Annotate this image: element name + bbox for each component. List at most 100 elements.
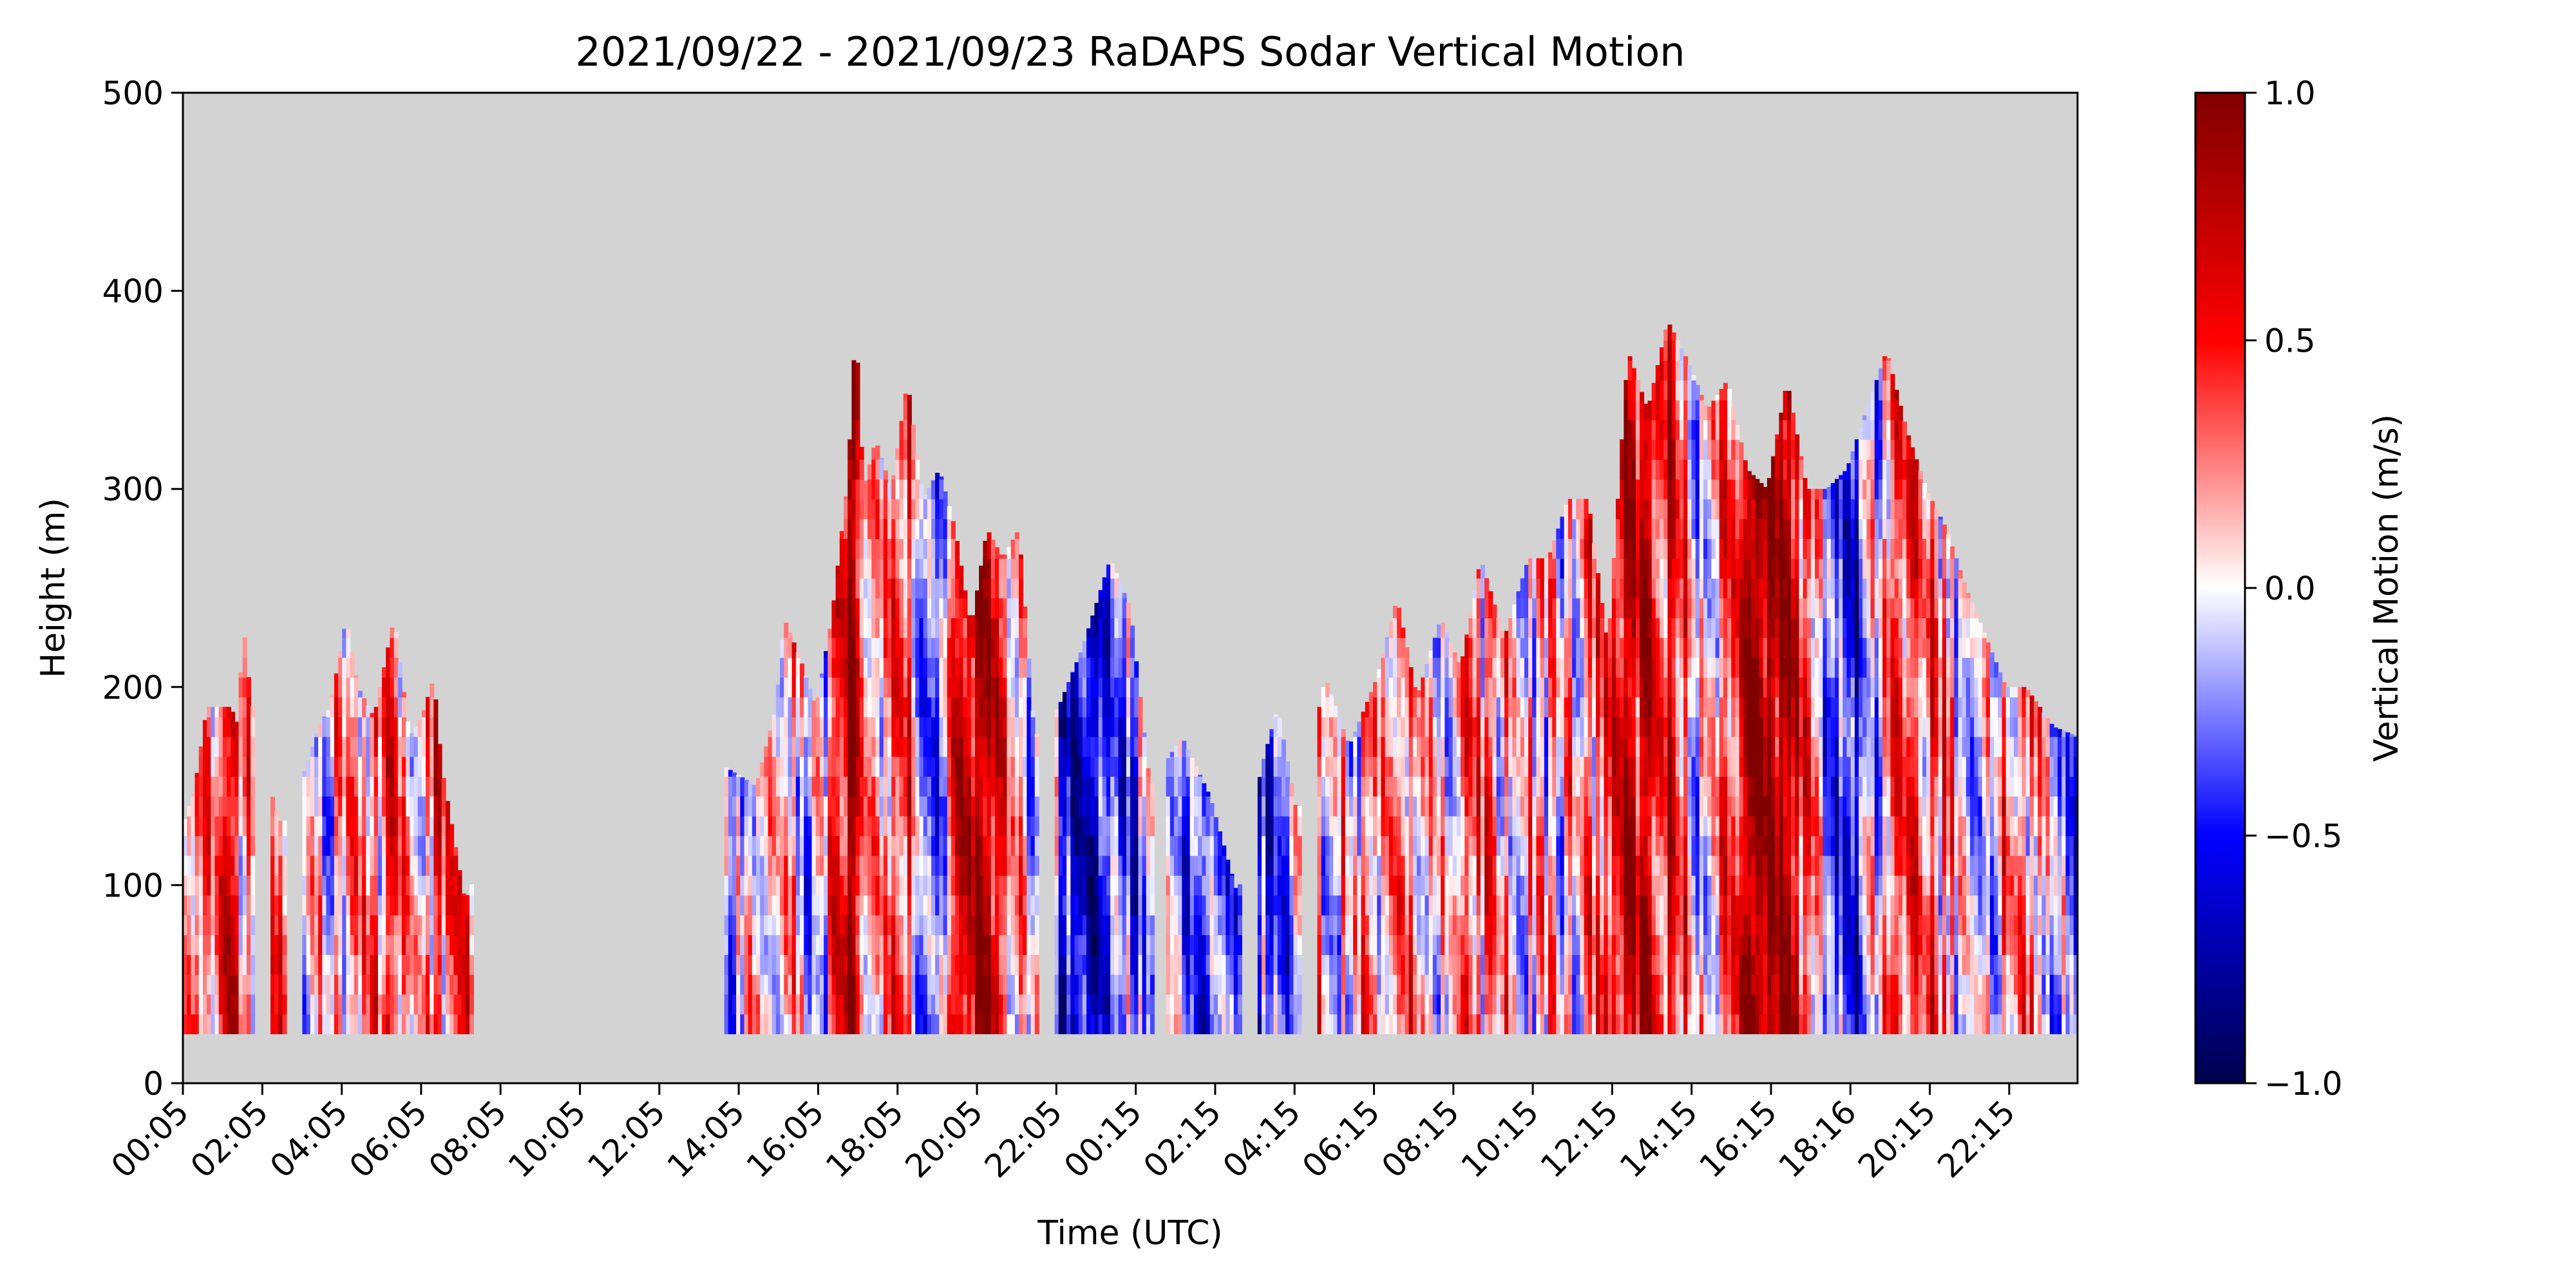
heatmap-cell xyxy=(772,835,777,857)
heatmap-cell xyxy=(1074,662,1079,678)
heatmap-cell xyxy=(310,796,315,817)
heatmap-cell xyxy=(979,895,984,916)
heatmap-cell xyxy=(983,954,988,975)
heatmap-cell xyxy=(382,1014,386,1034)
heatmap-cell xyxy=(362,1014,367,1034)
heatmap-cell xyxy=(1488,1014,1493,1034)
heatmap-cell xyxy=(748,1014,753,1034)
heatmap-cell xyxy=(1476,815,1481,837)
heatmap-cell xyxy=(1448,835,1454,857)
heatmap-cell xyxy=(1441,736,1446,757)
heatmap-cell xyxy=(967,875,972,896)
heatmap-cell xyxy=(979,776,984,797)
heatmap-cell xyxy=(1090,855,1095,876)
heatmap-cell xyxy=(824,736,829,757)
heatmap-cell xyxy=(732,855,737,876)
heatmap-cell xyxy=(748,855,753,876)
heatmap-cell xyxy=(1222,1014,1227,1034)
heatmap-cell xyxy=(1142,796,1147,817)
heatmap-cell xyxy=(1285,914,1290,936)
heatmap-cell xyxy=(1508,934,1513,955)
heatmap-cell xyxy=(207,706,212,717)
heatmap-cell xyxy=(1345,954,1350,975)
heatmap-cell xyxy=(1357,756,1362,777)
heatmap-cell xyxy=(1070,776,1075,797)
heatmap-cell xyxy=(1014,677,1019,697)
heatmap-cell xyxy=(1508,618,1513,638)
heatmap-cell xyxy=(1018,736,1023,757)
heatmap-cell xyxy=(1381,914,1386,936)
heatmap-cell xyxy=(401,776,406,797)
heatmap-cell xyxy=(983,835,988,857)
heatmap-cell xyxy=(879,994,884,1015)
heatmap-cell xyxy=(772,974,777,995)
heatmap-cell xyxy=(791,994,797,1015)
heatmap-cell xyxy=(453,895,459,916)
heatmap-cell xyxy=(457,934,462,955)
heatmap-cell xyxy=(1365,835,1370,857)
heatmap-cell xyxy=(971,914,976,936)
heatmap-cell xyxy=(855,419,860,440)
heatmap-cell xyxy=(939,618,944,638)
heatmap-cell xyxy=(1174,914,1179,936)
heatmap-cell xyxy=(362,914,367,936)
heatmap-cell xyxy=(1054,796,1059,817)
heatmap-cell xyxy=(354,875,359,896)
heatmap-cell xyxy=(891,716,896,737)
heatmap-cell xyxy=(342,815,347,837)
heatmap-cell xyxy=(947,538,952,559)
heatmap-cell xyxy=(1030,716,1036,737)
heatmap-cell xyxy=(366,914,371,936)
heatmap-cell xyxy=(927,657,932,678)
heatmap-cell xyxy=(1130,875,1135,896)
heatmap-cell xyxy=(1023,954,1028,975)
heatmap-cell xyxy=(800,914,804,936)
heatmap-cell xyxy=(1018,697,1023,717)
heatmap-cell xyxy=(879,498,884,520)
heatmap-cell xyxy=(788,855,793,876)
heatmap-cell xyxy=(1472,815,1477,837)
heatmap-cell xyxy=(808,776,813,797)
heatmap-cell xyxy=(1030,736,1036,757)
heatmap-cell xyxy=(863,480,868,500)
heatmap-cell xyxy=(911,855,916,876)
heatmap-cell xyxy=(202,815,207,837)
heatmap-cell xyxy=(756,815,761,837)
heatmap-cell xyxy=(1003,914,1008,936)
heatmap-cell xyxy=(1556,914,1561,936)
heatmap-cell xyxy=(899,974,904,995)
heatmap-cell xyxy=(1421,835,1426,857)
heatmap-cell xyxy=(1273,994,1278,1015)
heatmap-cell xyxy=(207,994,212,1015)
heatmap-cell xyxy=(393,716,399,737)
heatmap-cell xyxy=(851,558,857,579)
heatmap-cell xyxy=(947,578,952,599)
heatmap-cell xyxy=(231,1014,236,1034)
heatmap-cell xyxy=(990,994,996,1015)
heatmap-cell xyxy=(871,448,876,460)
heatmap-cell xyxy=(955,895,960,916)
heatmap-cell xyxy=(979,994,984,1015)
heatmap-cell xyxy=(935,498,940,520)
heatmap-cell xyxy=(326,815,331,837)
heatmap-cell xyxy=(1397,796,1402,817)
heatmap-cell xyxy=(1062,697,1067,717)
heatmap-cell xyxy=(1532,914,1537,936)
heatmap-cell xyxy=(963,776,968,797)
heatmap-cell xyxy=(354,895,359,916)
heatmap-cell xyxy=(1436,796,1441,817)
heatmap-cell xyxy=(362,895,367,916)
heatmap-cell xyxy=(1007,547,1012,559)
heatmap-cell xyxy=(848,459,853,480)
heatmap-cell xyxy=(433,776,439,797)
heatmap-cell xyxy=(1540,598,1545,618)
heatmap-cell xyxy=(1070,716,1075,737)
heatmap-cell xyxy=(1146,855,1151,876)
heatmap-cell xyxy=(891,895,896,916)
heatmap-cell xyxy=(1003,736,1008,757)
heatmap-cell xyxy=(342,637,347,658)
heatmap-cell xyxy=(815,994,820,1015)
heatmap-cell xyxy=(775,934,781,955)
heatmap-cell xyxy=(421,875,426,896)
heatmap-cell xyxy=(999,954,1003,975)
